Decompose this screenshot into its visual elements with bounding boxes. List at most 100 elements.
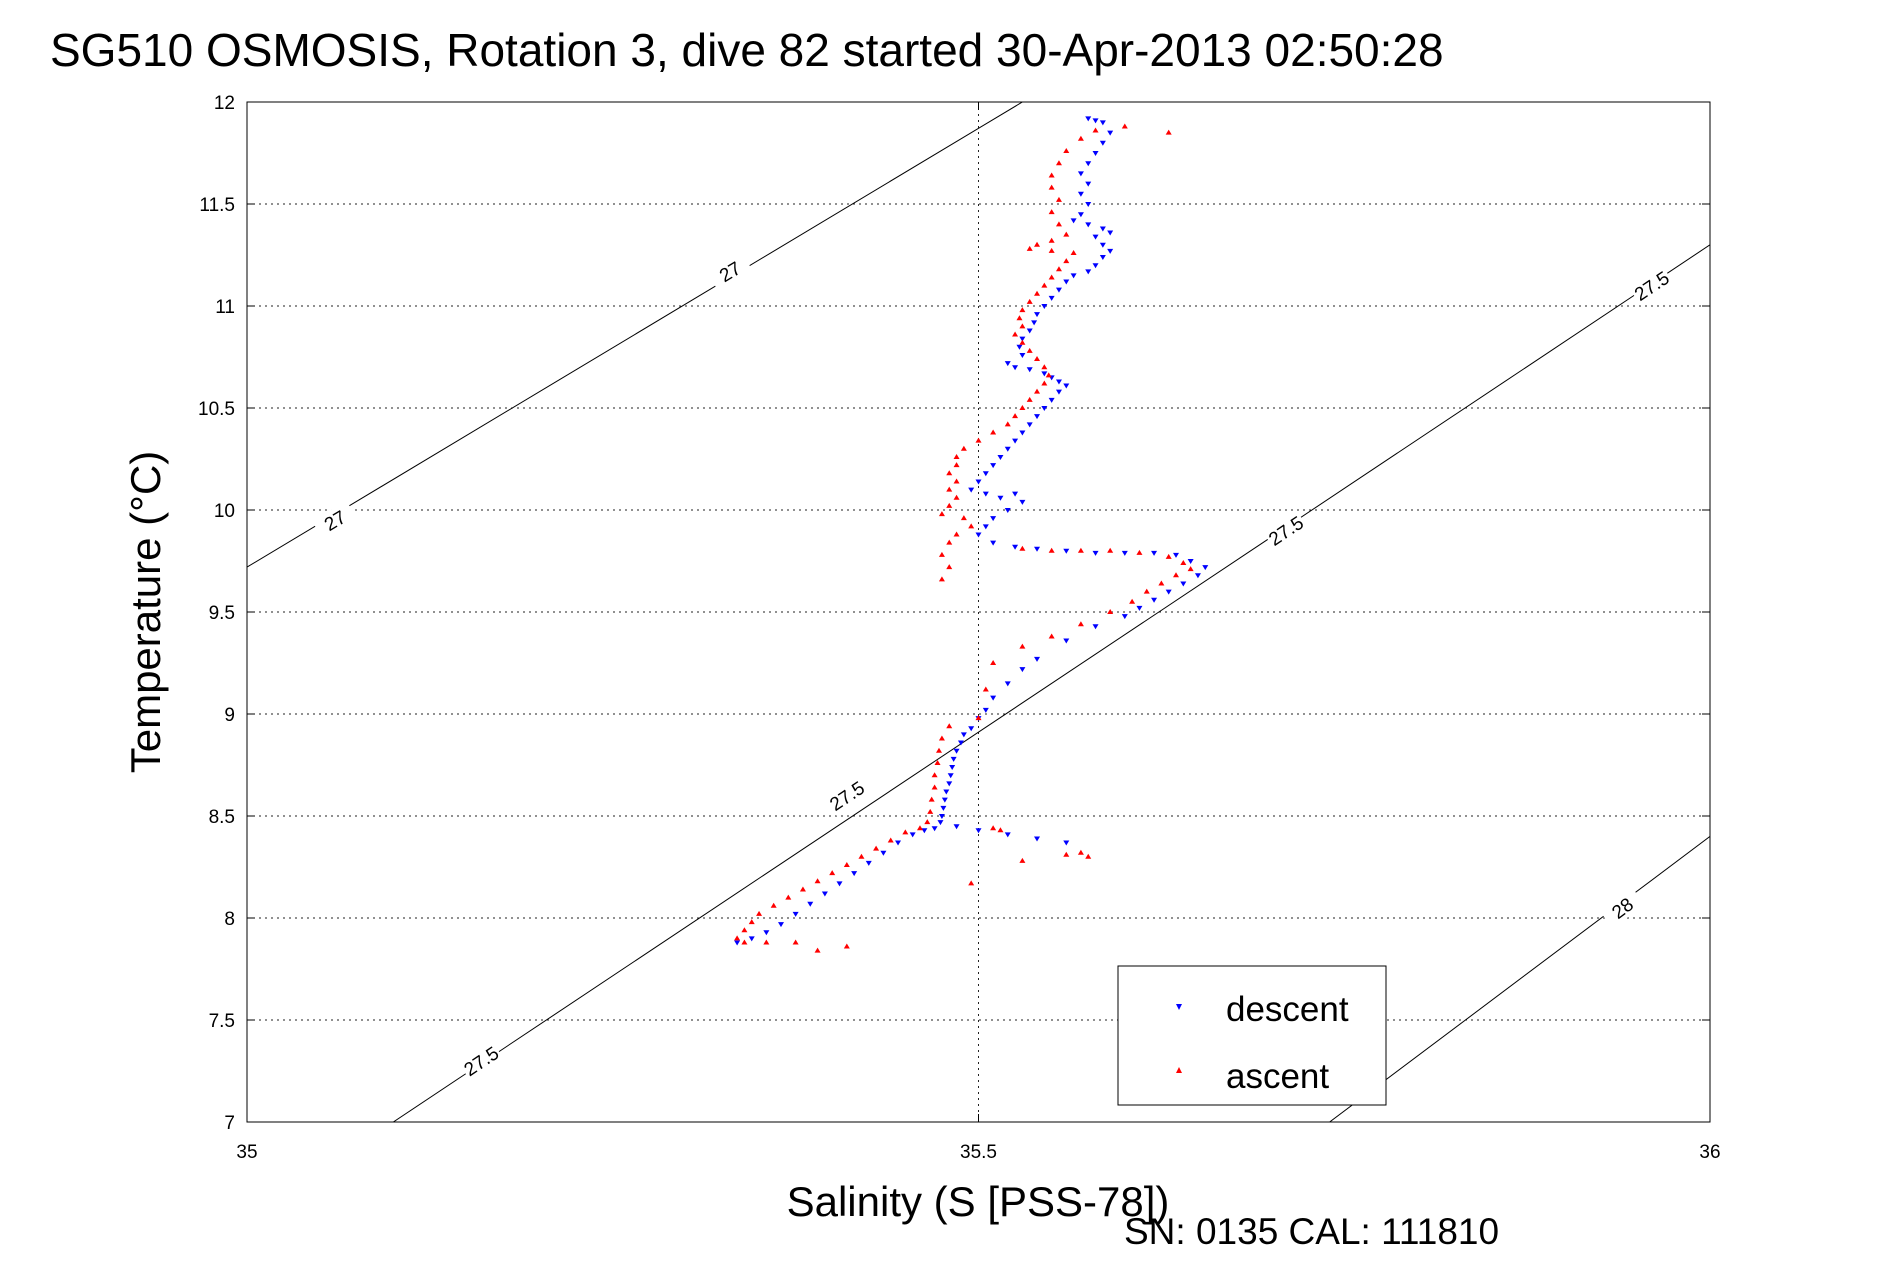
descent-point	[968, 726, 975, 732]
ascent-point	[858, 853, 865, 859]
ascent-point	[1045, 372, 1052, 378]
y-tick-label: 8.5	[209, 807, 235, 828]
descent-point	[1016, 344, 1023, 350]
ascent-point	[1019, 857, 1026, 863]
descent-point	[997, 454, 1004, 460]
legend-ascent-marker	[1176, 1067, 1182, 1073]
descent-point	[1099, 226, 1106, 232]
ascent-point	[938, 551, 945, 557]
ascent-point	[873, 845, 880, 851]
descent-point	[949, 765, 956, 771]
descent-point	[851, 871, 858, 877]
ascent-point	[1048, 184, 1055, 190]
ascent-point	[1019, 323, 1026, 329]
descent-point	[990, 516, 997, 522]
ascent-point	[1077, 547, 1084, 553]
ascent-point	[843, 943, 850, 949]
ascent-point	[953, 462, 960, 468]
descent-point	[734, 940, 741, 946]
descent-point	[1092, 624, 1099, 630]
y-tick-label: 9.5	[209, 603, 235, 624]
descent-point	[1092, 263, 1099, 269]
descent-point	[1099, 255, 1106, 261]
ascent-point	[756, 910, 763, 916]
ascent-point	[924, 819, 931, 825]
series-descent	[734, 116, 1209, 946]
descent-point	[1004, 681, 1011, 687]
chart-title: SG510 OSMOSIS, Rotation 3, dive 82 start…	[50, 24, 1444, 76]
ascent-point	[1180, 560, 1187, 566]
descent-point	[1034, 836, 1041, 842]
ascent-point	[946, 470, 953, 476]
x-tick-label: 36	[1699, 1142, 1720, 1163]
descent-point	[938, 814, 945, 819]
descent-point	[957, 740, 964, 746]
grid-lines	[246, 101, 1711, 1123]
plot-area-frame	[246, 101, 1711, 1123]
contour-label-bg	[1262, 510, 1309, 551]
ascent-point	[1063, 851, 1070, 857]
legend-box	[1117, 965, 1387, 1106]
ascent-point	[938, 511, 945, 517]
descent-point	[953, 824, 960, 830]
descent-point	[982, 491, 989, 497]
y-tick-label: 11	[215, 297, 235, 318]
ascent-point	[741, 927, 748, 933]
ascent-point	[1143, 588, 1150, 594]
descent-point	[990, 463, 997, 469]
legend-descent-label: descent	[1226, 990, 1349, 1029]
ascent-point	[887, 837, 894, 843]
ascent-point	[814, 947, 821, 953]
ascent-point	[946, 539, 953, 545]
descent-point	[931, 826, 938, 832]
descent-point	[1085, 269, 1092, 275]
ascent-point	[916, 825, 923, 831]
descent-point	[909, 832, 916, 838]
descent-point	[895, 840, 902, 846]
descent-point	[975, 479, 982, 485]
descent-point	[1004, 361, 1011, 367]
ascent-point	[990, 825, 997, 831]
x-axis-label: Salinity (S [PSS-78])	[787, 1178, 1170, 1225]
descent-point	[953, 748, 960, 754]
descent-point	[1019, 430, 1026, 436]
y-tick-label: 10	[214, 501, 235, 522]
descent-point	[1063, 840, 1070, 846]
ascent-point	[1016, 315, 1023, 321]
ascent-point	[785, 894, 792, 900]
descent-point	[975, 828, 982, 834]
ascent-point	[968, 880, 975, 886]
ascent-point	[946, 502, 953, 508]
descent-point	[943, 789, 950, 795]
ascent-point	[1041, 380, 1048, 386]
ascent-point	[931, 784, 938, 790]
ascent-point	[1048, 633, 1055, 639]
ascent-point	[1048, 247, 1055, 253]
descent-point	[1077, 212, 1084, 218]
ascent-point	[792, 939, 799, 945]
y-tick-label: 7	[224, 1113, 235, 1134]
descent-point	[807, 901, 814, 907]
descent-point	[960, 732, 967, 738]
serial-calibration-text: SN: 0135 CAL: 111810	[1124, 1211, 1499, 1252]
ascent-point	[953, 453, 960, 459]
descent-point	[1055, 389, 1062, 395]
ascent-point	[953, 494, 960, 500]
y-tick-label: 7.5	[209, 1011, 235, 1032]
ascent-point	[1085, 853, 1092, 859]
contour-line-28	[1329, 836, 1710, 1122]
descent-point	[1031, 320, 1038, 326]
ascent-point	[1092, 127, 1099, 133]
ascent-point	[946, 486, 953, 492]
descent-point	[982, 524, 989, 530]
descent-point	[990, 695, 997, 701]
descent-point	[1099, 140, 1106, 146]
ascent-point	[935, 747, 942, 753]
descent-point	[1063, 279, 1070, 285]
ascent-point	[1048, 209, 1055, 215]
ascent-point	[968, 523, 975, 529]
x-tick-label: 35	[236, 1142, 257, 1163]
ascent-point	[1048, 172, 1055, 178]
descent-point	[1165, 589, 1172, 595]
descent-point	[748, 936, 755, 942]
